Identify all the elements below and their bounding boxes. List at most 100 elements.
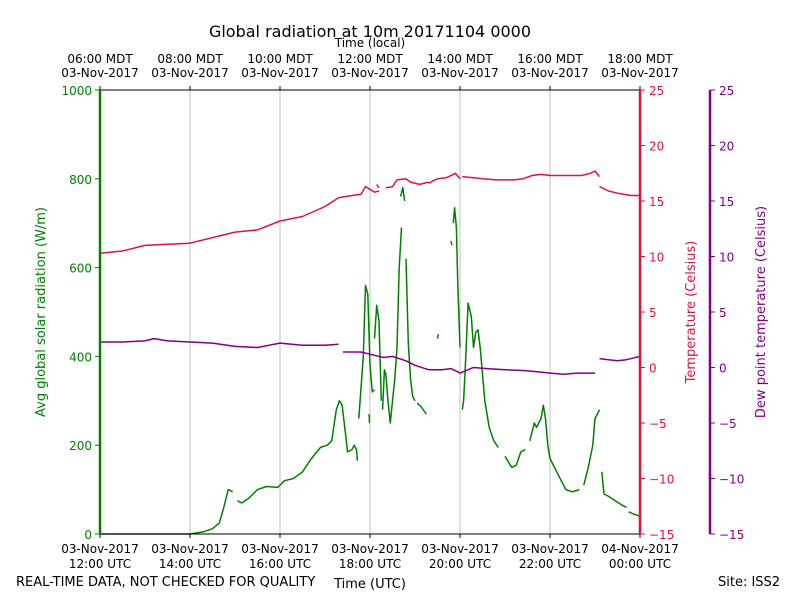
y-tick-label-temp: 0 (649, 362, 657, 376)
data-point (426, 414, 427, 415)
x-tick-label-date: 03-Nov-2017 (511, 542, 589, 556)
data-point (514, 180, 515, 181)
y-tick-label-temp: −15 (649, 528, 674, 542)
data-point (550, 373, 551, 374)
data-point (122, 251, 123, 252)
data-point (379, 321, 380, 322)
data-point (257, 230, 258, 231)
data-point (421, 407, 422, 408)
data-point (590, 173, 591, 174)
data-point (399, 267, 400, 268)
series-line-rad (405, 258, 416, 402)
data-point (626, 359, 627, 360)
x-top-tick-label-date: 03-Nov-2017 (421, 66, 499, 80)
data-point (203, 532, 204, 533)
data-point (336, 409, 337, 410)
chart-title: Global radiation at 10m 20171104 0000 (209, 22, 531, 41)
data-point (617, 361, 618, 362)
data-point (212, 343, 213, 344)
data-point (376, 305, 377, 306)
data-point (532, 175, 533, 176)
data-point (428, 369, 429, 370)
data-point (404, 201, 405, 202)
x-top-tick-label-time: 18:00 MDT (607, 52, 673, 66)
data-point (451, 368, 452, 369)
x-top-tick-label-date: 03-Nov-2017 (601, 66, 679, 80)
data-point (365, 285, 366, 286)
data-point (352, 195, 353, 196)
series-line-temp (385, 178, 429, 189)
data-point (386, 374, 387, 375)
data-point (361, 194, 362, 195)
y-tick-label-dew: −5 (719, 417, 737, 431)
series-line-rad (450, 240, 453, 246)
data-point (505, 369, 506, 370)
data-point (374, 338, 375, 339)
y-tick-label-temp: 25 (649, 84, 664, 98)
data-point (572, 175, 573, 176)
data-point (550, 175, 551, 176)
data-point (145, 341, 146, 342)
data-point (458, 285, 459, 286)
data-point (465, 365, 466, 366)
data-point (401, 227, 402, 228)
data-point (563, 374, 564, 375)
series-line-rad (504, 448, 526, 469)
data-point (494, 441, 495, 442)
y-tick-label-rad: 400 (69, 350, 92, 364)
data-point (534, 423, 535, 424)
y-axis-temp: −15 −10 −5 0 5 10 15 20 25 Temperature (Celsius) (638, 84, 699, 542)
data-point (489, 427, 490, 428)
series-temp (99, 170, 640, 254)
data-point (523, 179, 524, 180)
series-line-rad (583, 409, 601, 486)
x-top-tick-label-date: 03-Nov-2017 (151, 66, 229, 80)
data-point (629, 512, 630, 513)
y-tick-label-dew: 25 (719, 84, 734, 98)
x-tick-label-time: 00:00 UTC (609, 557, 671, 571)
data-point (473, 177, 474, 178)
data-point (339, 401, 340, 402)
data-point (550, 458, 551, 459)
series-line-dew (100, 337, 339, 349)
data-point (415, 401, 416, 402)
data-point (559, 175, 560, 176)
data-point (559, 476, 560, 477)
data-point (338, 197, 339, 198)
data-point (190, 342, 191, 343)
x-tick-label-date: 03-Nov-2017 (421, 542, 499, 556)
y-tick-label-temp: 15 (649, 195, 664, 209)
data-point (154, 338, 155, 339)
data-point (437, 179, 438, 180)
data-point (482, 179, 483, 180)
data-point (460, 373, 461, 374)
series-line-rad (601, 471, 627, 509)
data-point (397, 347, 398, 348)
data-point (525, 449, 526, 450)
quality-note: REAL-TIME DATA, NOT CHECKED FOR QUALITY (16, 575, 316, 590)
x-top-tick-label-time: 08:00 MDT (157, 52, 223, 66)
series-line-temp (99, 185, 380, 254)
data-point (342, 405, 343, 406)
data-point (235, 232, 236, 233)
y-axis-rad: 0 200 400 600 800 1000 Avg global solar radiat… (34, 84, 102, 542)
data-point (343, 352, 344, 353)
data-point (408, 343, 409, 344)
y-tick-label-temp: −5 (649, 417, 667, 431)
data-point (242, 503, 243, 504)
data-point (622, 505, 623, 506)
data-point (453, 223, 454, 224)
data-point (327, 445, 328, 446)
data-point (369, 423, 370, 424)
data-point (626, 507, 627, 508)
x-tick-label-date: 04-Nov-2017 (601, 542, 679, 556)
y-tick-label-rad: 0 (84, 528, 92, 542)
data-point (545, 418, 546, 419)
data-point (345, 432, 346, 433)
y-tick-label-dew: 20 (719, 140, 734, 154)
data-point (410, 182, 411, 183)
data-point (608, 496, 609, 497)
x-top-tick-label-time: 16:00 MDT (517, 52, 583, 66)
data-point (390, 423, 391, 424)
data-point (452, 245, 453, 246)
